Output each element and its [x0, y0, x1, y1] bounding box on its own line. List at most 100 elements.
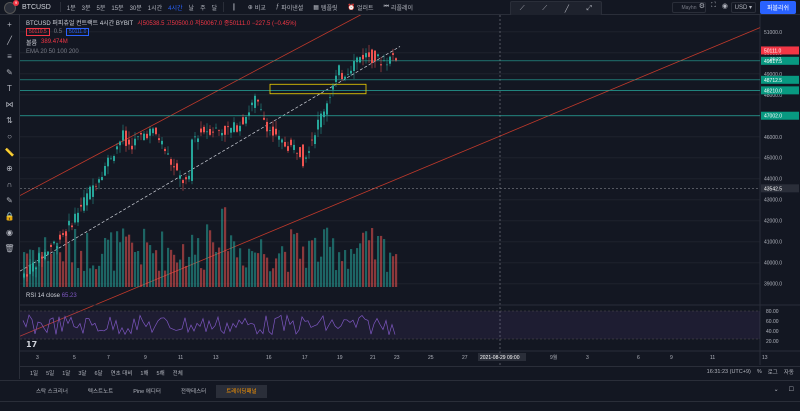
volume-bar: [194, 254, 197, 287]
ruler-icon[interactable]: 📏: [4, 148, 15, 157]
candle-body: [284, 141, 286, 147]
timeframe-9[interactable]: 달: [211, 5, 218, 12]
range-5[interactable]: 연초 대비: [110, 370, 133, 377]
candle-body: [53, 241, 55, 244]
publish-button[interactable]: 퍼블리쉬: [760, 1, 796, 14]
text-tool-icon[interactable]: T: [7, 84, 12, 93]
timeframe-2[interactable]: 5분: [96, 5, 106, 12]
candle-body: [155, 127, 157, 135]
range-0[interactable]: 1일: [30, 370, 39, 377]
toolbar-item-0[interactable]: ┃: [227, 3, 243, 12]
time-tick-label: 7: [107, 355, 110, 361]
price-chart[interactable]: 51000.050000.049000.048000.047000.046000…: [20, 15, 800, 365]
buy-button[interactable]: 50111.0: [66, 28, 90, 36]
panel-tab-1[interactable]: 텍스트노트: [87, 389, 114, 395]
maximize-icon[interactable]: ☐: [788, 387, 794, 393]
crosshair-icon[interactable]: +: [7, 20, 12, 29]
volume-bar: [347, 268, 350, 287]
toolbar-item-3[interactable]: ▦ 템플릿: [308, 3, 342, 12]
panel-tab-4[interactable]: 트레이딩패널: [216, 384, 267, 398]
toolbar-item-5[interactable]: ⏮ 리플레이: [379, 3, 419, 12]
ray-icon[interactable]: ⟋: [542, 4, 548, 12]
symbol-search[interactable]: 9 BTCUSD: [0, 0, 57, 14]
lock-icon[interactable]: 🔒: [4, 212, 15, 221]
timeframe-8[interactable]: 주: [200, 5, 206, 12]
candle-body: [95, 185, 97, 187]
range-4[interactable]: 6달: [94, 370, 103, 377]
candle-body: [356, 57, 358, 63]
timeframe-4[interactable]: 30분: [129, 5, 142, 12]
fib-tool-icon[interactable]: ≡: [7, 52, 12, 61]
price-tick-label: 46000.0: [764, 135, 782, 141]
volume-bar: [284, 251, 287, 287]
timeframe-7[interactable]: 날: [188, 5, 195, 12]
volume-value: 389.474M: [41, 39, 68, 45]
currency-select[interactable]: USD ▾: [730, 2, 756, 13]
range-6[interactable]: 1해: [140, 370, 149, 377]
candle-body: [332, 85, 334, 90]
layout-name[interactable]: Mayhn: [672, 2, 706, 13]
price-tick-label: 42000.0: [764, 219, 782, 225]
volume-bar: [371, 228, 374, 287]
price-tick-label: 44000.0: [764, 177, 782, 183]
floating-drawing-toolbar[interactable]: ⟋ ⟋ ╱ ⤢: [510, 1, 602, 16]
timeframe-0[interactable]: 1분: [66, 5, 76, 12]
toolbar-item-2[interactable]: ƒ 파이낸셜: [271, 3, 308, 12]
volume-bar: [212, 242, 215, 287]
candle-body: [170, 159, 172, 165]
extended-line-icon[interactable]: ⤢: [586, 4, 593, 12]
range-8[interactable]: 전체: [172, 370, 183, 377]
volume-bar: [368, 240, 371, 287]
volume-bar: [242, 265, 245, 287]
brush-tool-icon[interactable]: ✎: [6, 68, 13, 77]
pattern-tool-icon[interactable]: ⋈: [5, 100, 14, 109]
settings-gear-icon[interactable]: ⚙: [698, 3, 705, 10]
trendline-icon[interactable]: ⟋: [519, 4, 525, 12]
camera-icon[interactable]: ◉: [721, 3, 728, 10]
panel-tab-3[interactable]: 전략테스터: [180, 389, 207, 395]
trendline-tool-icon[interactable]: ╱: [7, 36, 12, 45]
magnet-icon[interactable]: ∩: [6, 180, 13, 189]
prediction-tool-icon[interactable]: ⇅: [6, 116, 13, 125]
trash-icon[interactable]: 🗑: [4, 244, 15, 253]
range-7[interactable]: 5해: [156, 370, 165, 377]
zoom-in-icon[interactable]: ⊕: [6, 164, 13, 173]
line-icon[interactable]: ╱: [564, 5, 569, 13]
eye-icon[interactable]: ◉: [6, 228, 13, 237]
volume-bar: [254, 252, 257, 287]
candle-body: [374, 50, 376, 62]
range-1[interactable]: 5일: [46, 370, 55, 377]
collapse-icon[interactable]: ⌄: [773, 387, 779, 393]
log-toggle[interactable]: 로그: [767, 370, 778, 376]
volume-bar: [365, 231, 368, 287]
panel-controls: ⌄ ☐: [774, 386, 794, 393]
volume-bar: [275, 258, 278, 287]
candle-body: [242, 117, 244, 125]
timeframe-5[interactable]: 1시간: [147, 5, 163, 12]
shapes-tool-icon[interactable]: ○: [7, 132, 12, 141]
range-2[interactable]: 1달: [62, 370, 71, 377]
toolbar-item-1[interactable]: ⊕ 비교: [243, 3, 271, 12]
panel-tab-0[interactable]: 스탁 스크리너: [36, 389, 68, 395]
sell-button[interactable]: 50110.5: [26, 28, 50, 36]
toolbar-item-4[interactable]: ⏰ 얼러트: [343, 3, 379, 12]
timeframe-6[interactable]: 4시간: [168, 5, 183, 12]
panel-tab-2[interactable]: Pine 에디터: [133, 389, 161, 395]
clock-time[interactable]: 16:31:23 (UTC+9): [706, 369, 751, 375]
lock-drawings-icon[interactable]: ✎: [6, 196, 13, 205]
candle-body: [395, 58, 397, 61]
fullscreen-icon[interactable]: ⛶: [710, 2, 716, 9]
auto-toggle[interactable]: 자동: [783, 370, 794, 376]
range-3[interactable]: 3달: [78, 370, 87, 377]
candle-body: [176, 163, 178, 171]
candle-body: [353, 60, 355, 72]
volume-bar: [296, 232, 299, 287]
volume-bar: [65, 233, 68, 287]
channel-upper-line: [20, 15, 362, 196]
ema-indicator[interactable]: EMA 20 50 100 200: [26, 49, 79, 55]
percent-toggle[interactable]: %: [756, 369, 762, 375]
timeframe-1[interactable]: 3분: [81, 5, 91, 12]
volume-bar: [71, 262, 74, 287]
timeframe-3[interactable]: 15분: [111, 5, 124, 12]
candle-body: [371, 49, 373, 63]
